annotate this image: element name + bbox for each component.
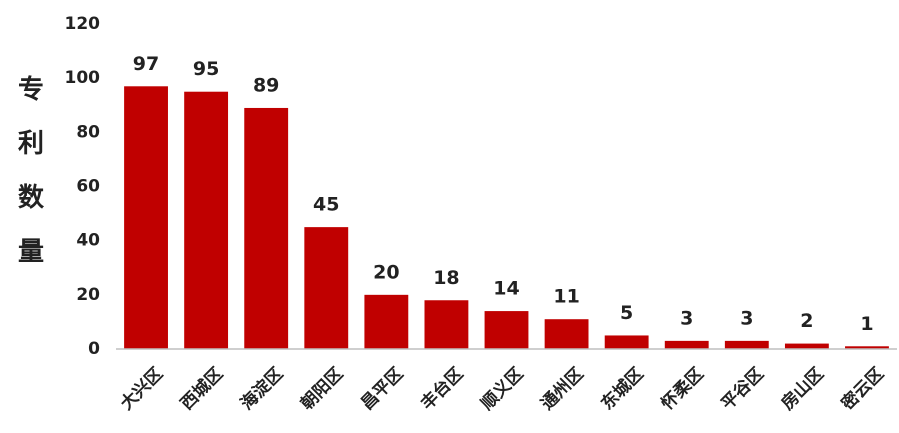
data-label: 3 bbox=[740, 307, 753, 329]
y-tick-label: 120 bbox=[65, 14, 101, 34]
y-axis-label: 专利数量 bbox=[14, 75, 44, 291]
bar bbox=[604, 335, 649, 349]
x-tick-label: 朝阳区 bbox=[296, 363, 347, 414]
data-label: 1 bbox=[860, 313, 873, 335]
data-label: 95 bbox=[193, 58, 219, 80]
y-tick-label: 60 bbox=[76, 177, 100, 197]
bar bbox=[724, 340, 769, 349]
x-tick-label: 平谷区 bbox=[718, 364, 768, 414]
data-label: 5 bbox=[620, 302, 633, 324]
bar bbox=[484, 311, 529, 349]
bar bbox=[845, 346, 889, 349]
y-tick-label: 100 bbox=[65, 68, 101, 88]
bar bbox=[364, 294, 409, 349]
x-tick-label: 通州区 bbox=[537, 364, 587, 414]
data-label: 11 bbox=[553, 286, 579, 308]
x-tick-label: 怀柔区 bbox=[658, 364, 708, 414]
bar bbox=[544, 319, 589, 349]
data-label: 89 bbox=[253, 74, 279, 96]
y-tick-label: 0 bbox=[88, 339, 100, 359]
bar bbox=[664, 340, 709, 349]
data-label: 18 bbox=[433, 267, 459, 289]
bar bbox=[124, 86, 168, 350]
data-label: 20 bbox=[373, 261, 399, 283]
x-tick-label: 大兴区 bbox=[116, 363, 167, 414]
data-label: 2 bbox=[800, 310, 813, 332]
data-label: 97 bbox=[133, 53, 159, 75]
bar bbox=[784, 343, 829, 349]
x-tick-label: 海淀区 bbox=[236, 363, 287, 414]
bar bbox=[304, 227, 349, 349]
data-label: 45 bbox=[313, 194, 339, 216]
y-tick-label: 40 bbox=[76, 231, 100, 251]
x-tick-label: 密云区 bbox=[837, 363, 888, 414]
x-tick-label: 昌平区 bbox=[357, 364, 407, 414]
x-tick-label: 房山区 bbox=[777, 363, 828, 414]
bar bbox=[244, 107, 289, 349]
y-tick-label: 20 bbox=[76, 285, 100, 305]
y-tick-label: 80 bbox=[76, 122, 100, 142]
x-tick-label: 东城区 bbox=[597, 363, 648, 414]
x-tick-label: 顺义区 bbox=[477, 363, 528, 414]
bar bbox=[184, 91, 229, 349]
data-label: 14 bbox=[493, 278, 519, 300]
x-tick-label: 西城区 bbox=[177, 364, 227, 414]
x-tick-label: 丰台区 bbox=[417, 363, 468, 414]
data-label: 3 bbox=[680, 307, 693, 329]
bar bbox=[424, 300, 469, 349]
